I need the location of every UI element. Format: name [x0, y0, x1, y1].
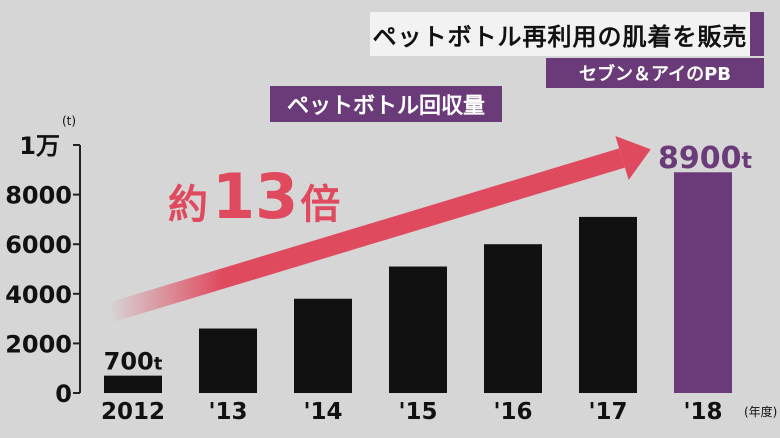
- data-label-unit: t: [154, 354, 163, 375]
- growth-annotation-suffix: 倍: [300, 182, 340, 228]
- bar: [199, 328, 257, 393]
- x-unit-label: (年度): [744, 404, 777, 419]
- chart-title: ペットボトル回収量: [286, 94, 485, 119]
- axis-layer: 0 2000 4000 6000 8000 1万(t) 2012 '13 '14 '15 '16 '1…: [5, 114, 777, 425]
- data-label: 8900t: [658, 141, 753, 176]
- headline-banner: ペットボトル再利用の肌着を販売: [370, 12, 750, 56]
- y-tick-label: 6000: [5, 231, 72, 259]
- bar: [579, 216, 637, 393]
- bar: [104, 375, 162, 393]
- x-tick-label: 2012: [101, 399, 165, 425]
- y-tick-label: 4000: [5, 281, 72, 309]
- data-label-value: 8900: [658, 141, 742, 176]
- growth-annotation-number: 13: [212, 160, 298, 233]
- growth-arrow-body: [109, 148, 625, 322]
- bar: [294, 298, 352, 393]
- x-tick-label: '14: [303, 399, 342, 425]
- data-label-value: 700: [104, 348, 154, 376]
- y-tick-label: 2000: [5, 330, 72, 358]
- x-tick-label: '13: [208, 399, 247, 425]
- chart-title-box: ペットボトル回収量: [270, 86, 502, 122]
- bar: [484, 244, 542, 393]
- y-unit-label: (t): [62, 114, 76, 128]
- data-label: 700t: [104, 348, 163, 376]
- y-tick-label: 8000: [5, 182, 72, 210]
- bars-layer: [104, 172, 732, 393]
- growth-annotation-prefix: 約: [168, 182, 208, 228]
- headline-text: ペットボトル再利用の肌着を販売: [372, 22, 748, 51]
- headline-accent: [750, 12, 764, 56]
- sub-banner: セブン＆アイのPB: [546, 58, 764, 88]
- growth-arrow-head: [615, 135, 651, 181]
- y-tick-label: 1万: [19, 132, 60, 160]
- bar: [389, 266, 447, 393]
- growth-arrow-layer: [109, 135, 651, 322]
- y-tick-label: 0: [55, 380, 72, 408]
- x-tick-label: '16: [493, 399, 532, 425]
- bar: [674, 172, 732, 393]
- x-tick-label: '17: [588, 399, 627, 425]
- sub-banner-text: セブン＆アイのPB: [578, 64, 731, 85]
- x-tick-label: '18: [683, 399, 722, 425]
- x-tick-label: '15: [398, 399, 437, 425]
- data-label-unit: t: [741, 149, 752, 174]
- growth-annotation: 約13倍: [168, 160, 340, 233]
